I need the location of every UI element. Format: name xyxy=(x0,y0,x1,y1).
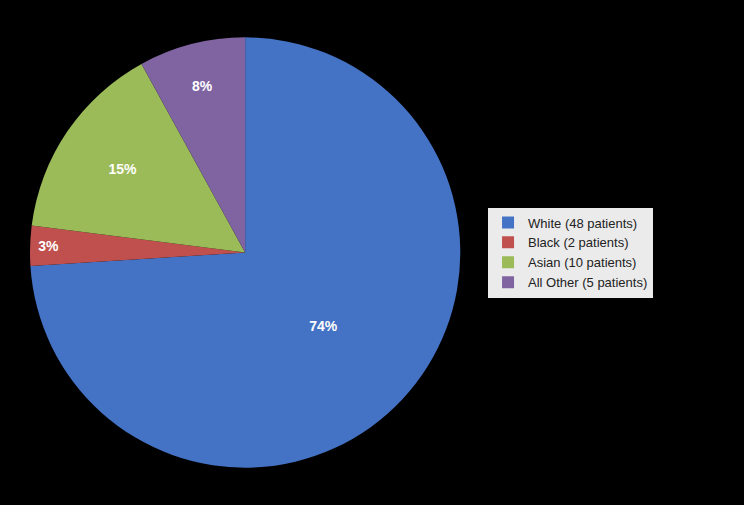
svg-text:All Other (5 patients): All Other (5 patients) xyxy=(528,275,647,290)
svg-text:Black (2 patients): Black (2 patients) xyxy=(528,235,628,250)
svg-text:White (48 patients): White (48 patients) xyxy=(528,216,637,231)
svg-text:15%: 15% xyxy=(108,161,137,177)
svg-text:3%: 3% xyxy=(38,238,59,254)
svg-text:8%: 8% xyxy=(192,78,213,94)
svg-text:74%: 74% xyxy=(309,318,338,334)
svg-text:Asian (10 patients): Asian (10 patients) xyxy=(528,255,636,270)
